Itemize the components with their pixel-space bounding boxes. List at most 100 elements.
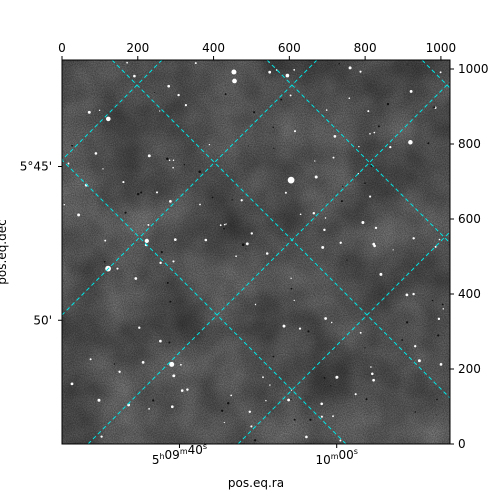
dark-speck xyxy=(431,299,434,302)
grid-line-ra xyxy=(266,60,450,244)
coordinate-grid xyxy=(62,60,450,444)
dark-speck xyxy=(323,377,326,379)
dark-speck xyxy=(253,439,257,442)
star xyxy=(168,159,171,162)
star xyxy=(155,191,159,194)
star xyxy=(293,130,297,133)
star xyxy=(245,242,249,246)
star xyxy=(438,238,441,241)
dark-speck xyxy=(160,251,163,254)
star xyxy=(412,292,415,296)
star xyxy=(348,97,351,100)
star xyxy=(348,66,352,70)
star xyxy=(379,272,383,276)
star xyxy=(268,70,272,74)
star xyxy=(77,213,81,217)
star xyxy=(133,74,136,78)
star xyxy=(126,61,128,64)
star xyxy=(180,389,184,392)
dark-speck xyxy=(272,355,275,358)
dark-speck xyxy=(364,182,366,184)
dark-speck xyxy=(71,144,73,147)
dark-speck xyxy=(307,330,310,333)
star xyxy=(320,402,324,406)
star xyxy=(408,140,413,145)
star xyxy=(97,398,101,402)
star xyxy=(94,152,98,155)
star xyxy=(359,70,362,73)
star xyxy=(159,261,162,265)
ra-tick-label: 10m00s xyxy=(315,447,358,467)
star xyxy=(373,131,376,134)
star xyxy=(148,408,150,410)
star xyxy=(167,84,171,88)
star xyxy=(405,293,409,297)
ra-tick-label: 5h09m40s xyxy=(152,442,207,467)
right-y-tick-label: 0 xyxy=(458,437,466,451)
dark-speck xyxy=(433,106,436,109)
dark-speck xyxy=(166,157,169,160)
dark-speck xyxy=(136,192,140,196)
star xyxy=(298,327,302,330)
dark-speck xyxy=(253,111,256,114)
star xyxy=(293,299,295,302)
dark-speck xyxy=(224,93,227,96)
star xyxy=(333,135,337,138)
dark-speck xyxy=(330,385,332,387)
star xyxy=(172,374,176,378)
dark-speck xyxy=(223,227,225,230)
star xyxy=(417,359,421,363)
star xyxy=(147,223,150,226)
star xyxy=(373,244,376,248)
star xyxy=(269,384,271,386)
dark-speck xyxy=(273,147,275,149)
dark-speck xyxy=(437,334,440,337)
grid-line-dec xyxy=(62,60,163,161)
dark-speck xyxy=(414,411,416,413)
dark-speck xyxy=(154,91,156,93)
x-axis-label: pos.eq.ra xyxy=(228,476,284,490)
star xyxy=(208,143,211,146)
star xyxy=(314,175,318,179)
star xyxy=(293,69,296,71)
star xyxy=(284,191,287,194)
star xyxy=(442,308,445,310)
star xyxy=(389,145,392,149)
dark-speck xyxy=(441,303,444,306)
star xyxy=(339,439,342,442)
star xyxy=(231,69,237,75)
dark-speck xyxy=(436,398,438,401)
star xyxy=(372,378,375,382)
star xyxy=(254,303,257,306)
star xyxy=(100,435,103,438)
dark-speck xyxy=(405,321,409,324)
star xyxy=(299,213,302,216)
star xyxy=(118,370,121,373)
star xyxy=(159,110,161,112)
star xyxy=(223,223,226,226)
dark-speck xyxy=(309,418,312,421)
dark-speck xyxy=(152,399,155,402)
dark-speck xyxy=(247,145,250,147)
star xyxy=(358,145,360,148)
star xyxy=(172,159,175,161)
star xyxy=(172,166,174,169)
star xyxy=(323,228,326,232)
dark-speck xyxy=(436,414,438,416)
star xyxy=(173,238,177,241)
dark-speck xyxy=(377,125,380,128)
dark-speck xyxy=(124,211,127,214)
star xyxy=(335,375,339,379)
star xyxy=(434,245,437,248)
star xyxy=(87,110,91,114)
star xyxy=(265,252,269,255)
star xyxy=(177,93,180,97)
star xyxy=(330,321,333,324)
dark-speck xyxy=(168,341,171,344)
star xyxy=(230,394,233,397)
star xyxy=(98,109,101,112)
dark-speck xyxy=(290,398,292,400)
star xyxy=(169,361,175,367)
dark-speck xyxy=(290,287,293,290)
right-y-tick-label: 600 xyxy=(458,212,481,226)
